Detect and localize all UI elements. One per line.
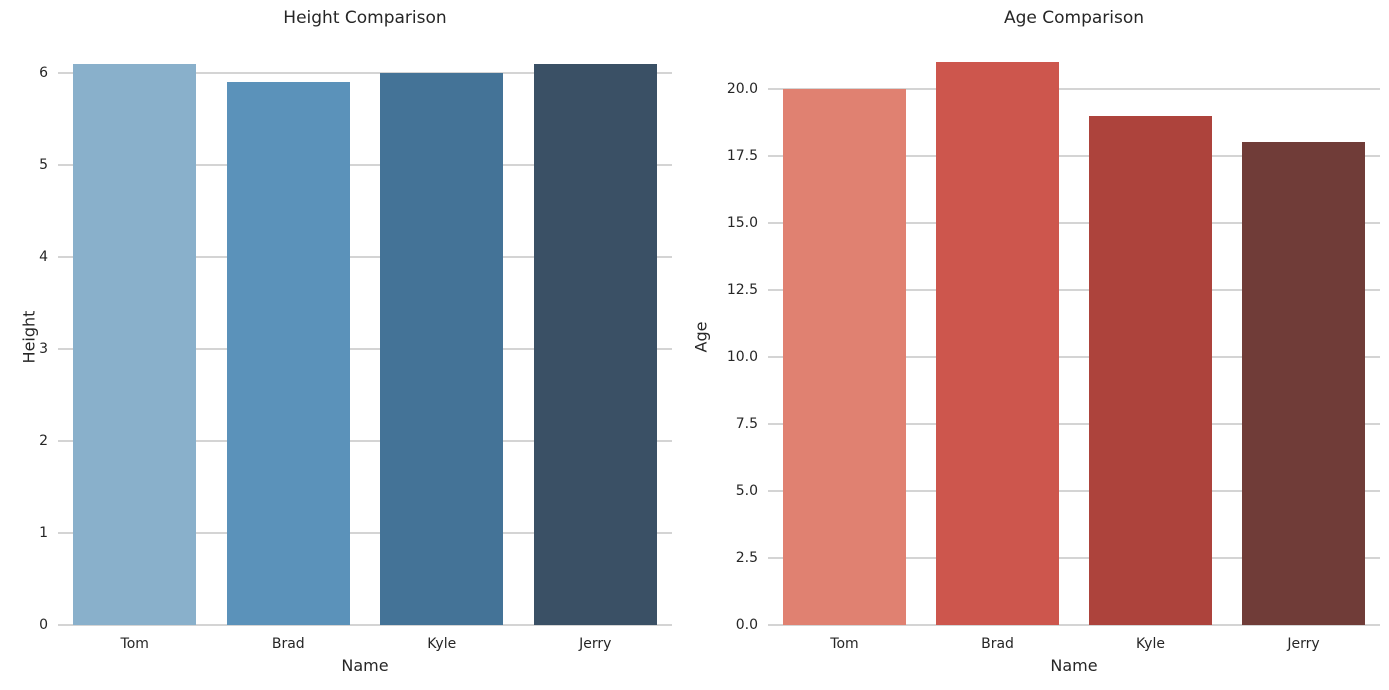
chart-title: Height Comparison [283, 8, 447, 28]
x-tick-label: Brad [981, 636, 1014, 652]
y-tick-label: 10.0 [726, 348, 758, 365]
gridline [58, 164, 672, 166]
bar-brad [226, 82, 350, 625]
x-tick-label: Tom [830, 636, 859, 652]
y-axis-label: Age [691, 321, 711, 353]
y-tick-label: 17.5 [726, 147, 758, 164]
bar-jerry [533, 63, 657, 625]
plot-area: 0 1 2 3 4 5 6 Tom Brad Kyle Jerry [39, 50, 672, 652]
y-tick-label: 6 [39, 65, 48, 81]
gridline [58, 256, 672, 258]
gridline [768, 288, 1380, 291]
gridline [58, 624, 672, 626]
y-tick-label: 4 [39, 249, 48, 265]
gridline [768, 154, 1380, 157]
x-axis-label: Name [1050, 656, 1098, 675]
gridline [768, 624, 1380, 626]
y-tick-label: 5.0 [735, 482, 758, 499]
y-tick-label: 1 [39, 525, 48, 541]
gridline [768, 489, 1380, 492]
bar-kyle [380, 73, 504, 625]
x-tick-label: Kyle [1136, 636, 1165, 652]
y-tick-label: 20.0 [726, 80, 758, 97]
x-tick-label: Kyle [427, 636, 457, 652]
x-axis-label: Name [341, 656, 389, 675]
y-tick-label: 0 [39, 617, 48, 633]
y-tick-label: 5 [39, 157, 48, 173]
chart-title: Age Comparison [1003, 8, 1145, 28]
x-tick-label: Tom [120, 636, 149, 652]
bar-tom [73, 63, 197, 625]
y-tick-label: 12.5 [726, 281, 758, 298]
gridline [768, 221, 1380, 224]
gridline [768, 87, 1380, 90]
gridline [58, 72, 672, 74]
gridline [768, 556, 1380, 559]
gridline [58, 532, 672, 534]
bar-tom [783, 88, 906, 625]
bar-jerry [1242, 142, 1365, 625]
y-tick-label: 2 [39, 433, 48, 449]
plot-area: 0.0 2.5 5.0 7.5 10.0 12.5 15.0 17.5 20.0 Tom Brad K… [727, 50, 1380, 652]
gridline [768, 422, 1380, 425]
gridline [58, 348, 672, 350]
x-tick-label: Jerry [579, 636, 612, 652]
y-tick-label: 0.0 [735, 617, 758, 633]
x-tick-label: Jerry [1287, 636, 1320, 652]
y-tick-label: 2.5 [735, 549, 758, 566]
y-axis-label: Height [19, 310, 39, 364]
gridline [58, 440, 672, 442]
y-tick-label: 15.0 [726, 214, 758, 231]
gridline [768, 355, 1380, 358]
y-tick-label: 7.5 [735, 415, 758, 432]
bar-kyle [1089, 115, 1212, 625]
bar-brad [936, 62, 1059, 625]
x-tick-label: Brad [271, 636, 305, 652]
y-tick-label: 3 [39, 341, 48, 357]
